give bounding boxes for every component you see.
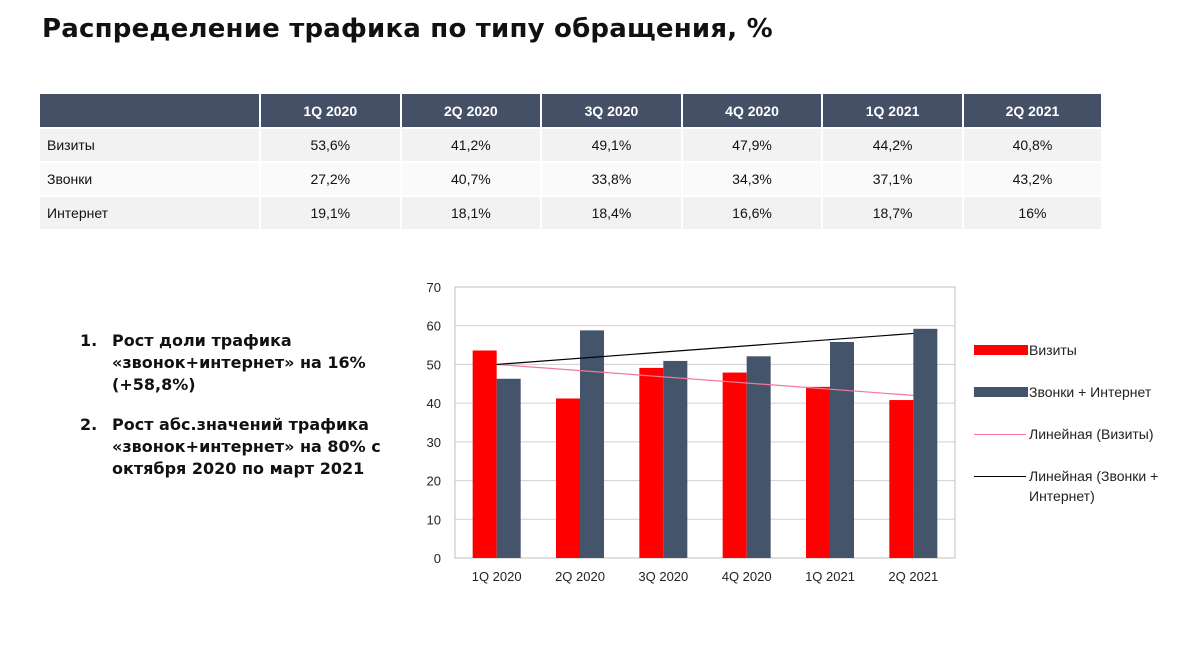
page-title: Распределение трафика по типу обращения,… (42, 14, 773, 44)
y-tick-label: 30 (427, 435, 441, 450)
note-text: Рост абс.значений трафика «звонок+интерн… (112, 415, 381, 478)
legend-swatch-calls-internet (974, 387, 1028, 397)
x-tick-label: 2Q 2021 (888, 569, 938, 584)
bar-calls-internet (830, 341, 854, 558)
table-cell: 18,1% (400, 195, 543, 229)
bar-visits (889, 400, 914, 558)
table-row: Интернет 19,1% 18,1% 18,4% 16,6% 18,7% 1… (40, 195, 1101, 229)
legend-item-trend-calls-internet: Линейная (Звонки + Интернет) (974, 466, 1174, 506)
table-cell: 41,2% (400, 127, 543, 162)
legend-item-trend-visits: Линейная (Визиты) (974, 424, 1174, 466)
table-cell: 40,7% (400, 161, 543, 196)
table-cell: 43,2% (962, 161, 1101, 196)
table-cell: 19,1% (260, 195, 402, 229)
bar-calls-internet (913, 328, 938, 558)
legend-label: Линейная (Звонки + Интернет) (1029, 468, 1159, 504)
y-tick-label: 0 (434, 551, 441, 566)
bar-visits (472, 350, 497, 558)
bar-visits (722, 372, 747, 558)
legend-item-calls-internet: Звонки + Интернет (974, 382, 1174, 424)
legend-label: Звонки + Интернет (1029, 384, 1152, 400)
y-tick-label: 60 (427, 319, 441, 334)
table-cell: 18,7% (822, 195, 964, 229)
table-cell: 16% (962, 195, 1101, 229)
table-corner-cell (40, 94, 261, 128)
y-tick-label: 50 (427, 357, 441, 372)
table-cell: 44,2% (822, 127, 964, 162)
row-label: Звонки (40, 161, 261, 196)
trendline-visits (496, 363, 914, 396)
x-tick-label: 2Q 2020 (555, 569, 605, 584)
legend-line-trend-calls-internet (974, 476, 1026, 477)
traffic-bar-chart: 0 10 20 30 40 50 60 70 1Q 2020 2Q 2020 3Q 2020 4Q 2… (427, 280, 956, 584)
note-number: 2. (80, 415, 98, 434)
table-cell: 53,6% (260, 127, 402, 162)
column-header: 3Q 2020 (541, 94, 683, 128)
table-cell: 40,8% (962, 127, 1101, 162)
legend-line-trend-visits (974, 434, 1026, 435)
notes-list: 1. Рост доли трафика «звонок+интернет» н… (80, 330, 400, 498)
legend-label: Линейная (Визиты) (1029, 426, 1154, 442)
legend-swatch-visits (974, 345, 1028, 355)
column-header: 2Q 2020 (400, 94, 543, 128)
table-row: Визиты 53,6% 41,2% 49,1% 47,9% 44,2% 40,… (40, 127, 1101, 162)
table-cell: 27,2% (260, 161, 402, 196)
chart-legend: Визиты Звонки + Интернет Линейная (Визит… (974, 340, 1174, 506)
y-tick-label: 40 (427, 396, 441, 411)
bar-calls-internet (496, 378, 521, 558)
table-cell: 33,8% (541, 161, 683, 196)
table-cell: 18,4% (541, 195, 683, 229)
column-header: 1Q 2021 (822, 94, 964, 128)
note-text: Рост доли трафика «звонок+интернет» на 1… (112, 331, 366, 394)
bar-visits (806, 386, 830, 558)
legend-label: Визиты (1029, 342, 1077, 358)
row-label: Визиты (40, 127, 261, 162)
bar-calls-internet (580, 330, 604, 558)
x-tick-label: 1Q 2020 (472, 569, 522, 584)
trendline-calls-internet (496, 332, 914, 366)
bar-calls-internet (663, 360, 688, 558)
table-cell: 34,3% (681, 161, 824, 196)
row-label: Интернет (40, 195, 261, 229)
column-header: 4Q 2020 (681, 94, 824, 128)
y-tick-label: 70 (427, 280, 441, 295)
column-header: 1Q 2020 (260, 94, 402, 128)
table-cell: 49,1% (541, 127, 683, 162)
table-cell: 37,1% (822, 161, 964, 196)
table-cell: 16,6% (681, 195, 824, 229)
bar-visits (639, 367, 664, 558)
x-tick-label: 3Q 2020 (638, 569, 688, 584)
bar-calls-internet (746, 356, 771, 558)
table-row: Звонки 27,2% 40,7% 33,8% 34,3% 37,1% 43,… (40, 161, 1101, 196)
x-tick-label: 1Q 2021 (805, 569, 855, 584)
column-header: 2Q 2021 (962, 94, 1101, 128)
table-header-row: 1Q 2020 2Q 2020 3Q 2020 4Q 2020 1Q 2021 … (40, 94, 1101, 128)
note-number: 1. (80, 331, 98, 350)
traffic-table: 1Q 2020 2Q 2020 3Q 2020 4Q 2020 1Q 2021 … (40, 94, 1101, 229)
bar-visits (556, 398, 580, 558)
note-item: 2. Рост абс.значений трафика «звонок+инт… (80, 414, 400, 480)
x-tick-label: 4Q 2020 (722, 569, 772, 584)
legend-item-visits: Визиты (974, 340, 1174, 382)
note-item: 1. Рост доли трафика «звонок+интернет» н… (80, 330, 400, 396)
plot-area (454, 286, 956, 559)
y-tick-label: 20 (427, 474, 441, 489)
table-cell: 47,9% (681, 127, 824, 162)
y-tick-label: 10 (427, 512, 441, 527)
